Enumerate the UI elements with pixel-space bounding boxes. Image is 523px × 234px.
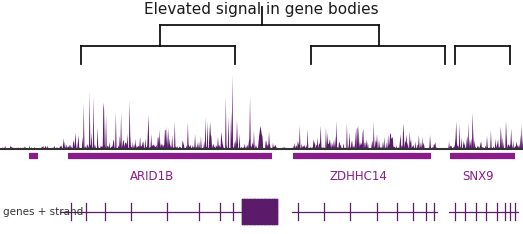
- FancyBboxPatch shape: [242, 199, 277, 224]
- Text: Elevated signal in gene bodies: Elevated signal in gene bodies: [144, 2, 379, 17]
- Text: genes + strand: genes + strand: [3, 207, 83, 216]
- Text: ZDHHC14: ZDHHC14: [329, 170, 387, 183]
- Text: ARID1B: ARID1B: [130, 170, 174, 183]
- Text: SNX9: SNX9: [463, 170, 494, 183]
